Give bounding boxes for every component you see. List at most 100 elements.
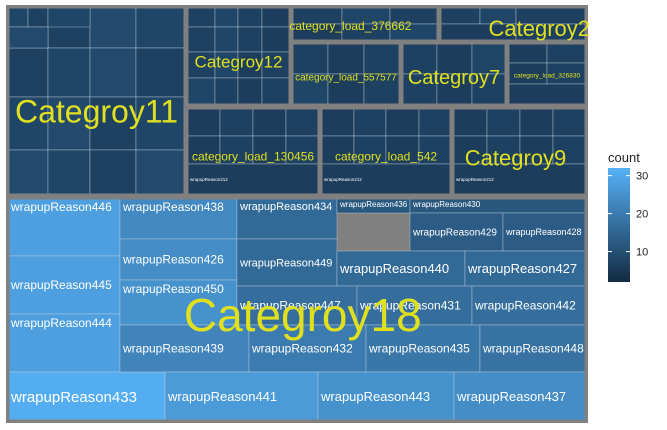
group-border [185,106,321,197]
treemap-tile [452,135,488,165]
treemap-tile [252,107,287,137]
tile-label: wrapupReason440 [339,261,449,276]
tile-label: wrapupReason433 [10,389,137,406]
treemap-tile [418,107,452,137]
group-label: Categroy11 [15,94,178,130]
treemap-tile [164,371,319,422]
tile-label: wrapupReason212 [456,177,494,182]
treemap-tile [135,6,186,49]
treemap-tile [507,83,587,106]
treemap-tile [365,324,481,373]
group-border [290,41,402,107]
group-border [290,5,440,43]
group-border [400,41,508,107]
tiles-layer [6,5,588,423]
treemap-tile [119,279,238,326]
treemap-tile [363,42,401,75]
group-borders-layer [6,5,588,423]
group-label: Categroy18 [184,289,422,341]
treemap-tile [237,26,263,53]
treemap-tile [237,51,263,79]
treemap-tile [119,238,238,281]
treemap-tile [47,47,91,98]
treemap-tile [135,47,186,98]
treemap-tile [436,42,473,75]
treemap-tile [47,149,91,196]
group-label: Categroy2 [489,16,591,41]
treemap-tile [291,73,329,106]
treemap-tile [252,135,287,165]
tile-label: wrapupReason442 [474,299,576,313]
treemap-tile [7,26,49,49]
treemap-tile [502,212,587,252]
group-label: Categroy12 [195,52,283,71]
legend-tick-label: 30 [636,171,648,183]
legend-colorbar [608,168,630,282]
treemap-tile [214,6,239,28]
tile-label: wrapupReason426 [122,253,224,267]
tile-label: wrapupReason445 [10,278,112,292]
treemap-tile [317,371,455,422]
treemap-tile [7,313,121,373]
treemap-tile [464,250,587,287]
group-border [319,106,453,197]
group-label: Categroy9 [465,146,567,171]
treemap-tile [261,6,291,28]
treemap-tile [186,6,216,28]
treemap-tile [452,107,488,137]
treemap-tile [186,77,216,106]
tile-label: wrapupReason444 [10,316,112,330]
treemap-tile [327,42,365,75]
treemap-tile [119,324,250,373]
treemap-tile [285,135,320,165]
tile-label: wrapupReason448 [482,342,584,356]
treemap-tile [320,107,355,137]
treemap-tile [47,6,91,28]
treemap-tile [486,135,521,165]
group-border [506,41,588,107]
tile-label: wrapupReason430 [412,200,481,209]
treemap-tile [219,135,254,165]
tile-label: wrapupReason428 [505,227,582,237]
tile-label: wrapupReason446 [10,200,112,214]
tile-label: wrapupReason427 [467,261,577,276]
treemap-tile [236,197,338,240]
treemap-tile [7,6,29,28]
treemap-tile [7,149,49,196]
tile-label: wrapupReason432 [251,342,353,356]
treemap-tile [186,26,216,53]
treemap-tile [248,324,367,373]
group-label: category_load_130456 [192,150,314,164]
tile-label: wrapupReason438 [122,200,224,214]
group-label: category_load_557577 [295,72,397,83]
tile-label: wrapupReason431 [359,299,461,313]
treemap-tile [89,47,137,98]
treemap-tile [546,42,587,64]
legend-ticks: 10 20 30 [608,171,648,259]
legend-title: count [608,150,640,165]
group-labels-layer: Categroy11 Categroy12 category_load_376662… [15,16,590,341]
tile-label: wrapupReason437 [456,389,566,404]
treemap-tile [291,42,329,75]
treemap-tile [439,6,481,25]
tile-label: wrapupReason436 [339,200,408,209]
tile-label: wrapupReason449 [239,257,332,269]
group-label: Categroy7 [408,67,500,89]
group-border [451,106,588,197]
treemap-tile [363,73,401,106]
treemap-tile [236,238,338,287]
treemap-tile [552,107,587,137]
treemap-tile [486,107,521,137]
treemap-tile [471,285,587,326]
treemap-tile [27,6,49,28]
treemap-tile [285,107,320,137]
tile-label: wrapupReason450 [122,282,224,296]
treemap-tile [236,285,358,326]
tile-label: wrapupReason212 [190,177,228,182]
treemap-tile [214,77,239,106]
treemap-tile [219,107,254,137]
group-border [6,196,588,423]
treemap-tile [237,6,263,28]
treemap-tile [7,197,121,257]
